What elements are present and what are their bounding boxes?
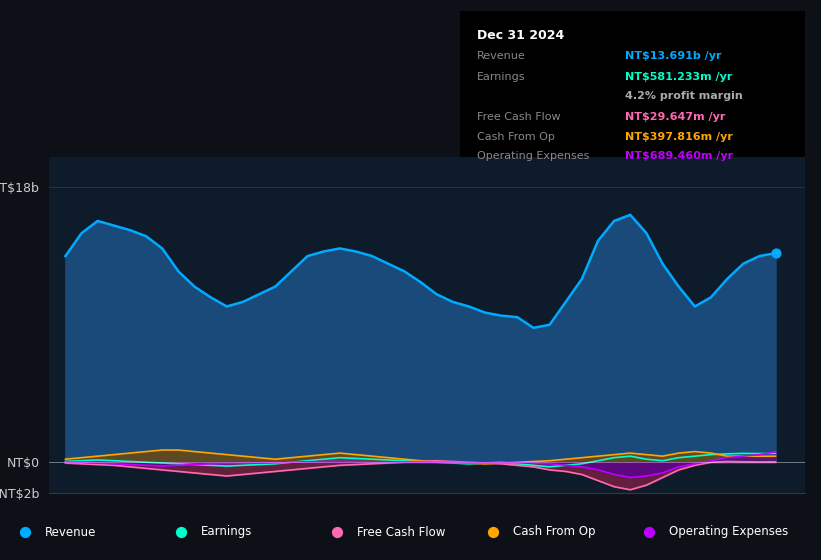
- Text: Free Cash Flow: Free Cash Flow: [477, 111, 561, 122]
- Point: [174, 528, 187, 536]
- Text: Earnings: Earnings: [201, 525, 253, 539]
- Point: [330, 528, 343, 536]
- Point: [486, 528, 499, 536]
- Text: Operating Expenses: Operating Expenses: [477, 151, 589, 161]
- Text: Revenue: Revenue: [45, 525, 97, 539]
- Text: NT$689.460m /yr: NT$689.460m /yr: [626, 151, 733, 161]
- Text: NT$29.647m /yr: NT$29.647m /yr: [626, 111, 726, 122]
- Text: NT$397.816m /yr: NT$397.816m /yr: [626, 132, 733, 142]
- Point: [769, 249, 782, 258]
- Text: Operating Expenses: Operating Expenses: [669, 525, 788, 539]
- Text: Earnings: Earnings: [477, 72, 525, 82]
- Text: Revenue: Revenue: [477, 50, 525, 60]
- Text: Cash From Op: Cash From Op: [513, 525, 595, 539]
- Text: NT$13.691b /yr: NT$13.691b /yr: [626, 50, 722, 60]
- Point: [642, 528, 655, 536]
- Text: Dec 31 2024: Dec 31 2024: [477, 29, 564, 41]
- Point: [18, 528, 31, 536]
- Text: NT$581.233m /yr: NT$581.233m /yr: [626, 72, 732, 82]
- Text: 4.2% profit margin: 4.2% profit margin: [626, 91, 743, 101]
- Text: Cash From Op: Cash From Op: [477, 132, 555, 142]
- Text: Free Cash Flow: Free Cash Flow: [357, 525, 446, 539]
